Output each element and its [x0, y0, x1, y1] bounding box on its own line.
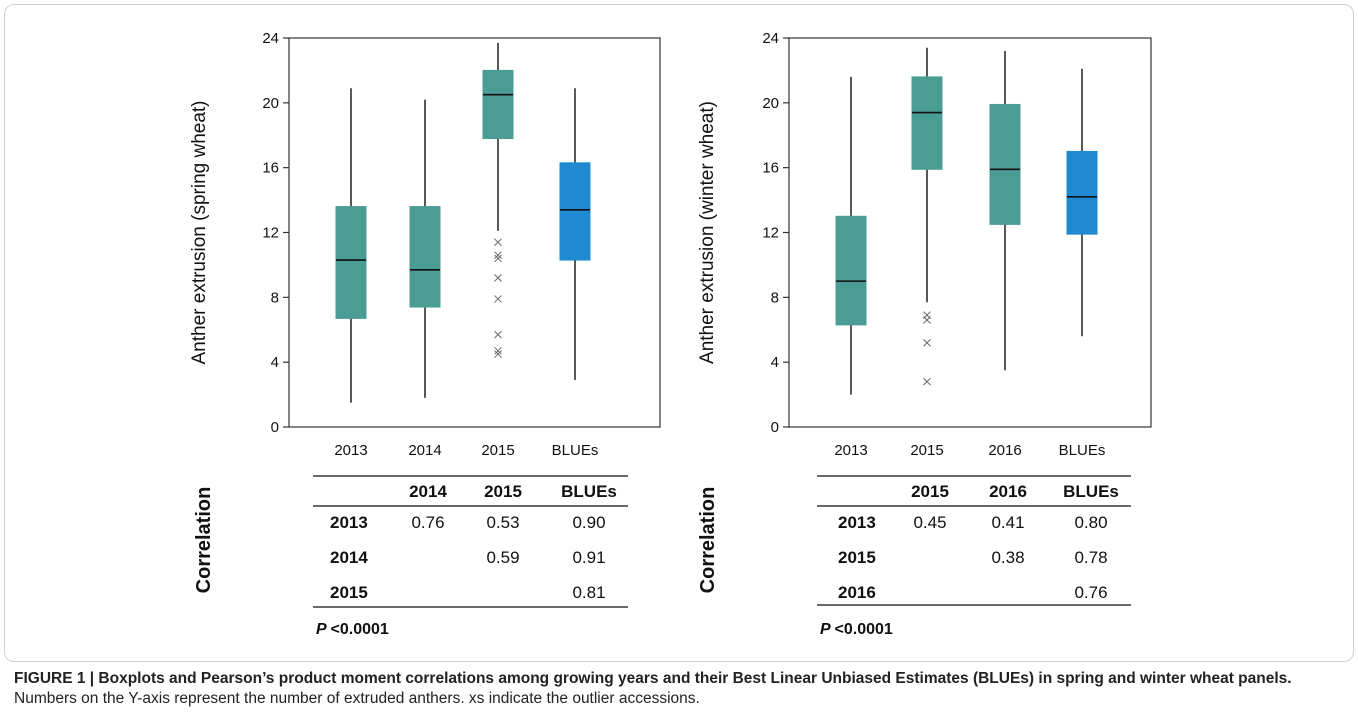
spring-outlier-marker	[494, 350, 502, 358]
winter-ytick-label: 16	[762, 160, 779, 177]
winter-table-cell: 0.45	[913, 513, 946, 532]
spring-table-cell: 0.59	[486, 548, 519, 567]
winter-table-header: 2016	[989, 482, 1027, 501]
winter-table-row-label: 2013	[838, 513, 876, 532]
spring-box-BLUEs	[559, 162, 591, 261]
winter-outlier-stroke	[923, 377, 931, 386]
caption-text: Numbers on the Y-axis represent the numb…	[14, 690, 700, 707]
spring-outlier-marker	[494, 274, 502, 282]
spring-xtick-label: 2015	[481, 442, 514, 459]
spring-table-cell: 0.90	[572, 513, 605, 532]
winter-table-row-label: 2016	[838, 583, 876, 602]
winter-table-header: BLUEs	[1063, 482, 1119, 501]
spring-table-row-label: 2014	[330, 548, 368, 567]
winter-box-BLUEs	[1066, 150, 1098, 235]
winter-ytick-label: 24	[762, 30, 779, 47]
winter-ylabel: Anther extrusion (winter wheat)	[697, 101, 718, 364]
winter-table-cell: 0.78	[1074, 548, 1107, 567]
spring-table-cell: 0.81	[572, 583, 605, 602]
spring-ytick-label: 24	[262, 30, 279, 47]
spring-outlier-marker	[494, 295, 502, 303]
winter-box-2015	[911, 76, 943, 170]
spring-box-2013	[335, 206, 367, 319]
spring-ytick-label: 20	[262, 95, 279, 112]
winter-ytick-label: 12	[762, 225, 779, 242]
spring-outlier-stroke	[494, 274, 502, 282]
winter-outlier-marker	[923, 377, 931, 386]
spring-p-text: <0.0001	[331, 621, 389, 638]
spring-ylabel: Anther extrusion (spring wheat)	[189, 100, 210, 364]
spring-p-value: P <0.0001	[316, 621, 389, 638]
winter-correlation-label: Correlation	[697, 487, 719, 594]
spring-table-header: BLUEs	[561, 482, 617, 501]
winter-ytick-label: 8	[771, 289, 779, 306]
winter-ytick-label: 20	[762, 95, 779, 112]
winter-box-2013	[835, 215, 867, 326]
winter-outlier-marker	[923, 316, 931, 324]
spring-outlier-stroke	[494, 251, 502, 260]
spring-p-symbol: P	[316, 621, 331, 638]
figure-caption: FIGURE 1 | Boxplots and Pearson’s produc…	[14, 669, 1344, 709]
spring-outlier-marker	[494, 251, 502, 260]
spring-table-row-label: 2013	[330, 513, 368, 532]
spring-outlier-stroke	[494, 350, 502, 358]
winter-xtick-label: 2016	[988, 442, 1021, 459]
spring-outlier-marker	[494, 238, 502, 247]
winter-xtick-label: 2013	[834, 442, 867, 459]
spring-table-cell: 0.76	[411, 513, 444, 532]
winter-table-cell: 0.38	[991, 548, 1024, 567]
spring-ytick-label: 8	[271, 289, 279, 306]
spring-outlier-stroke	[494, 295, 502, 303]
winter-p-text: <0.0001	[835, 621, 893, 638]
spring-correlation-label: Correlation	[193, 487, 215, 594]
spring-box-2015	[482, 69, 514, 139]
spring-table-cell: 0.53	[486, 513, 519, 532]
spring-ytick-label: 4	[271, 354, 279, 371]
spring-box-2014	[409, 206, 441, 308]
winter-outlier-marker	[923, 338, 931, 347]
winter-p-value: P <0.0001	[820, 621, 893, 638]
winter-xtick-label: 2015	[910, 442, 943, 459]
winter-table-cell: 0.76	[1074, 583, 1107, 602]
spring-outlier-stroke	[494, 330, 502, 339]
caption-bold: FIGURE 1 | Boxplots and Pearson’s produc…	[14, 670, 1292, 687]
winter-outlier-stroke	[923, 338, 931, 347]
spring-xtick-label: 2013	[334, 442, 367, 459]
spring-xtick-label: 2014	[408, 442, 441, 459]
spring-outlier-marker	[494, 330, 502, 339]
spring-xtick-label: BLUEs	[552, 442, 599, 459]
winter-table-header: 2015	[911, 482, 949, 501]
spring-ytick-label: 12	[262, 225, 279, 242]
winter-ytick-label: 0	[771, 419, 779, 436]
winter-table-cell: 0.80	[1074, 513, 1107, 532]
spring-outlier-stroke	[494, 238, 502, 247]
winter-box-2016	[989, 103, 1021, 225]
figure-frame	[4, 4, 1354, 662]
winter-ytick-label: 4	[771, 354, 779, 371]
spring-ytick-label: 16	[262, 160, 279, 177]
winter-table-cell: 0.41	[991, 513, 1024, 532]
spring-table-header: 2014	[409, 482, 447, 501]
spring-outlier-stroke	[494, 254, 502, 263]
winter-p-symbol: P	[820, 621, 835, 638]
spring-outlier-stroke	[494, 346, 502, 355]
spring-table-row-label: 2015	[330, 583, 368, 602]
spring-ytick-label: 0	[271, 419, 279, 436]
spring-outlier-marker	[494, 254, 502, 263]
spring-outlier-marker	[494, 346, 502, 355]
spring-table-cell: 0.91	[572, 548, 605, 567]
spring-table-header: 2015	[484, 482, 522, 501]
winter-outlier-stroke	[923, 316, 931, 324]
winter-xtick-label: BLUEs	[1059, 442, 1106, 459]
winter-table-row-label: 2015	[838, 548, 876, 567]
